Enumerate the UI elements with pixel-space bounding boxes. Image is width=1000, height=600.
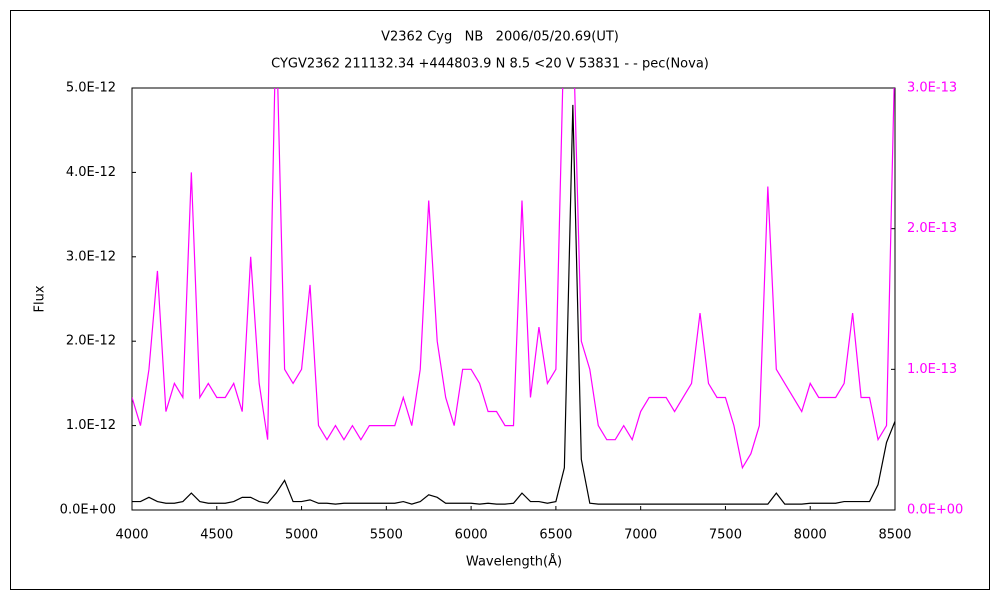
y-tick-label: 5.0E-12 (66, 81, 116, 96)
x-tick-label: 4500 (200, 528, 233, 543)
y-tick-label: 2.0E-12 (66, 334, 116, 349)
x-tick-label: 6000 (455, 528, 488, 543)
spectrum-line (132, 88, 895, 470)
x-tick-label: 4000 (115, 528, 148, 543)
frame (10, 10, 990, 590)
y-tick-label: 4.0E-12 (66, 165, 116, 180)
y-tick-label: 3.0E-12 (66, 249, 116, 264)
y2-tick-label: 2.0E-13 (907, 221, 957, 236)
plot-area (131, 87, 896, 511)
x-tick-label: 5500 (370, 528, 403, 543)
spectrum-line (132, 104, 895, 505)
y2-tick-label: 3.0E-13 (907, 81, 957, 96)
x-tick-label: 6500 (539, 528, 572, 543)
x-axis-label: Wavelength(Å) (466, 554, 562, 570)
x-tick-label: 5000 (285, 528, 318, 543)
y2-tick-label: 0.0E+00 (907, 503, 963, 518)
y-axis-label: Flux (33, 285, 48, 312)
x-tick-label: 8500 (878, 528, 911, 543)
x-tick-label: 8000 (794, 528, 827, 543)
y-tick-label: 1.0E-12 (66, 418, 116, 433)
y2-tick-label: 1.0E-13 (907, 362, 957, 377)
chart-title: V2362 Cyg NB 2006/05/20.69(UT) (381, 30, 619, 45)
x-tick-label: 7000 (624, 528, 657, 543)
chart-subtitle: CYGV2362 211132.34 +444803.9 N 8.5 <20 V… (271, 57, 709, 72)
x-tick-label: 7500 (709, 528, 742, 543)
y-tick-label: 0.0E+00 (60, 503, 116, 518)
